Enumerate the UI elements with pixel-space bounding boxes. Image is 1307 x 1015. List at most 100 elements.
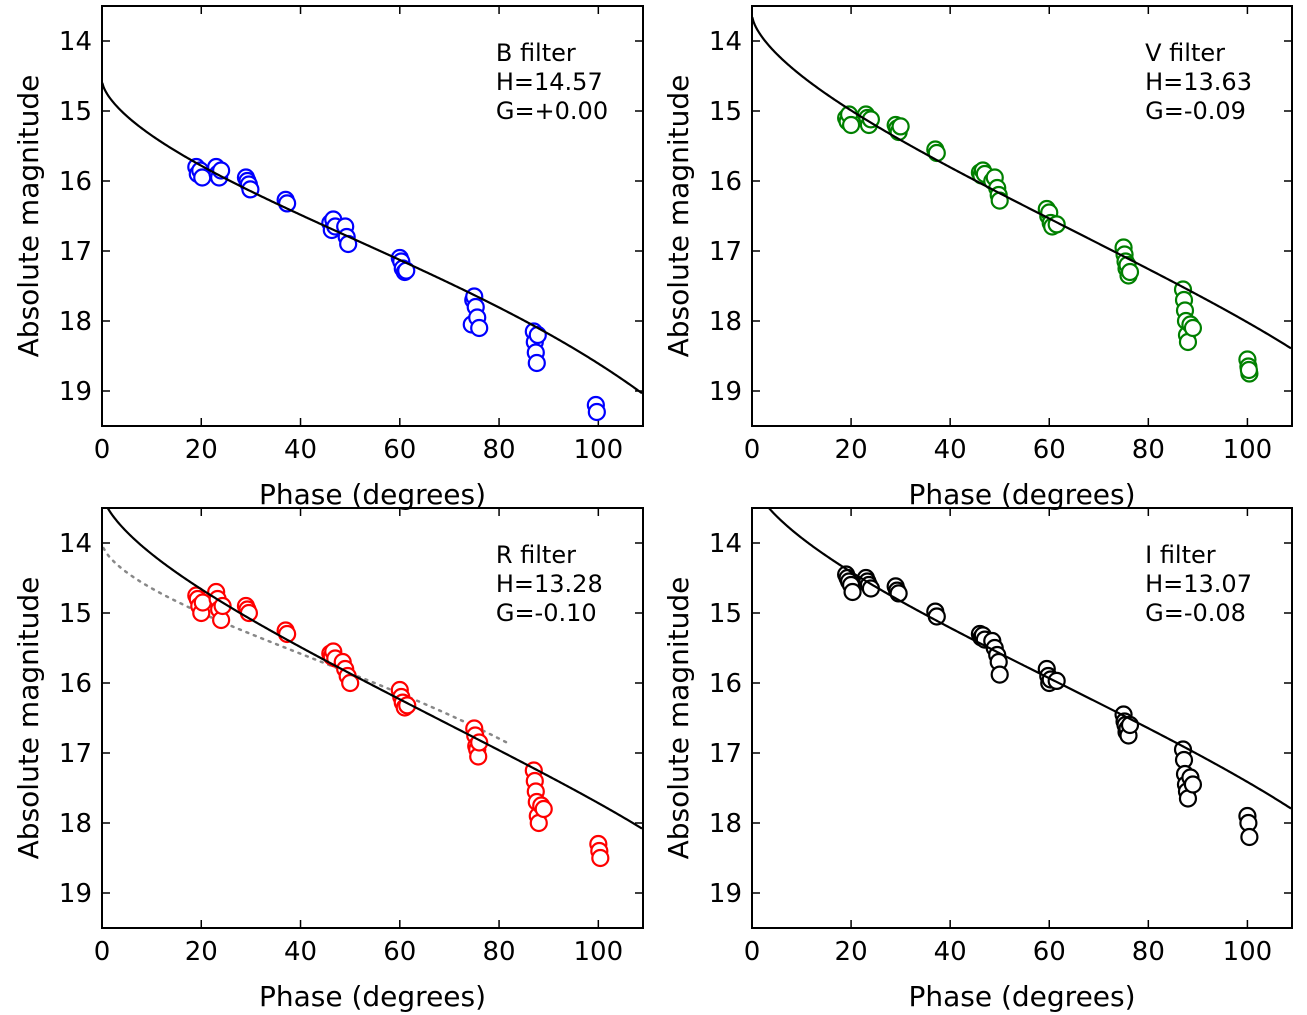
x-tick-label: 0 <box>744 435 761 465</box>
reference-fit-curve <box>102 546 510 745</box>
axes-frame <box>101 5 644 427</box>
data-point <box>341 673 360 693</box>
x-tick-label: 100 <box>1223 937 1273 967</box>
ticks: 0 20 40 60 80 100 14 15 16 17 18 19 <box>709 508 1292 967</box>
x-tick-label: 0 <box>744 937 761 967</box>
hg-fit-curve <box>767 508 1292 810</box>
x-tick-label: 60 <box>383 937 416 967</box>
x-tick-label: 80 <box>483 937 516 967</box>
data-point <box>193 168 212 187</box>
data-point <box>1183 775 1203 794</box>
panel-b-filter: 0 20 40 60 80 100 14 15 16 17 18 19 B filterH=14.57G… <box>12 5 644 511</box>
y-tick-label: 19 <box>59 879 92 909</box>
data-point <box>591 848 610 868</box>
y-tick-label: 19 <box>59 377 92 407</box>
data-point <box>841 115 861 135</box>
y-tick-label: 17 <box>709 237 742 267</box>
annotation-line: H=14.57 <box>496 68 603 96</box>
x-tick-label: 80 <box>1132 435 1165 465</box>
y-tick-label: 14 <box>59 529 92 559</box>
axes-frame <box>101 507 644 929</box>
panel-v-filter: 0 20 40 60 80 100 14 15 16 17 18 19 V filterH=13.63G… <box>662 5 1293 511</box>
axes-frame <box>751 5 1293 427</box>
x-tick-label: 40 <box>934 435 967 465</box>
x-tick-label: 40 <box>934 937 967 967</box>
y-axis-label: Absolute magnitude <box>12 577 45 860</box>
x-tick-label: 20 <box>835 937 868 967</box>
y-tick-label: 14 <box>59 27 92 57</box>
data-point <box>927 607 946 626</box>
plot-area <box>752 16 1292 383</box>
axes-frame <box>751 507 1293 929</box>
y-axis-label: Absolute magnitude <box>662 75 695 358</box>
data-point <box>213 596 232 616</box>
data-point <box>193 593 212 612</box>
hg-fit-curve <box>752 16 1292 350</box>
annotation-line: H=13.07 <box>1145 570 1252 598</box>
panel-r-filter: 0 20 40 60 80 100 14 15 16 17 18 19 R filterH=13.28G… <box>12 507 644 1013</box>
data-point <box>587 402 606 422</box>
panel-i-filter: 0 20 40 60 80 100 14 15 16 17 18 19 I filterH=13.07G… <box>662 507 1293 1013</box>
y-tick-label: 14 <box>709 27 742 57</box>
y-tick-label: 19 <box>709 879 742 909</box>
y-tick-label: 15 <box>709 599 742 629</box>
y-tick-label: 18 <box>709 809 742 839</box>
y-tick-label: 18 <box>709 307 742 337</box>
x-tick-label: 100 <box>574 937 624 967</box>
x-axis-label: Phase (degrees) <box>259 478 486 511</box>
y-tick-label: 16 <box>59 167 92 197</box>
y-tick-label: 14 <box>709 529 742 559</box>
x-axis-label: Phase (degrees) <box>259 980 486 1013</box>
data-point <box>1240 827 1259 847</box>
y-tick-label: 16 <box>709 669 742 699</box>
annotation-line: V filter <box>1145 39 1225 67</box>
annotation-line: R filter <box>496 541 576 569</box>
data-point <box>528 325 547 345</box>
data-point <box>534 799 553 819</box>
y-tick-label: 17 <box>59 739 92 769</box>
y-axis-label: Absolute magnitude <box>12 75 45 358</box>
x-tick-label: 60 <box>383 435 416 465</box>
annotation-line: G=+0.00 <box>496 97 608 125</box>
data-point <box>527 353 546 373</box>
x-tick-label: 100 <box>574 435 624 465</box>
hg-fit-curve <box>106 508 643 830</box>
plot-area <box>102 508 643 868</box>
plot-area <box>767 508 1292 847</box>
x-axis-label: Phase (degrees) <box>908 980 1135 1013</box>
annotation-line: G=-0.08 <box>1145 599 1246 627</box>
data-point <box>1239 360 1259 380</box>
ticks: 0 20 40 60 80 100 14 15 16 17 18 19 <box>59 6 643 465</box>
data-point <box>990 665 1009 684</box>
y-tick-label: 15 <box>59 599 92 629</box>
annotation-line: H=13.28 <box>496 570 603 598</box>
y-tick-label: 15 <box>709 97 742 127</box>
y-tick-label: 15 <box>59 97 92 127</box>
y-tick-label: 16 <box>59 669 92 699</box>
y-tick-label: 17 <box>709 739 742 769</box>
data-point <box>843 582 862 602</box>
y-tick-label: 16 <box>709 167 742 197</box>
annotation-line: B filter <box>496 39 576 67</box>
data-point <box>861 110 881 129</box>
y-tick-label: 17 <box>59 237 92 267</box>
x-tick-label: 100 <box>1223 435 1273 465</box>
x-tick-label: 20 <box>185 435 218 465</box>
annotation-line: I filter <box>1145 541 1216 569</box>
x-tick-label: 60 <box>1033 937 1066 967</box>
annotation-line: G=-0.10 <box>496 599 597 627</box>
y-tick-label: 18 <box>59 307 92 337</box>
ticks: 0 20 40 60 80 100 14 15 16 17 18 19 <box>709 6 1292 465</box>
plot-area <box>102 82 643 422</box>
x-tick-label: 80 <box>1132 937 1165 967</box>
data-point <box>891 117 910 136</box>
x-tick-label: 40 <box>284 435 317 465</box>
data-point <box>1120 262 1140 282</box>
x-tick-label: 20 <box>835 435 868 465</box>
x-tick-label: 0 <box>94 937 111 967</box>
x-tick-label: 20 <box>185 937 218 967</box>
ticks: 0 20 40 60 80 100 14 15 16 17 18 19 <box>59 508 643 967</box>
x-tick-label: 40 <box>284 937 317 967</box>
x-tick-label: 60 <box>1033 435 1066 465</box>
data-point <box>927 143 946 163</box>
